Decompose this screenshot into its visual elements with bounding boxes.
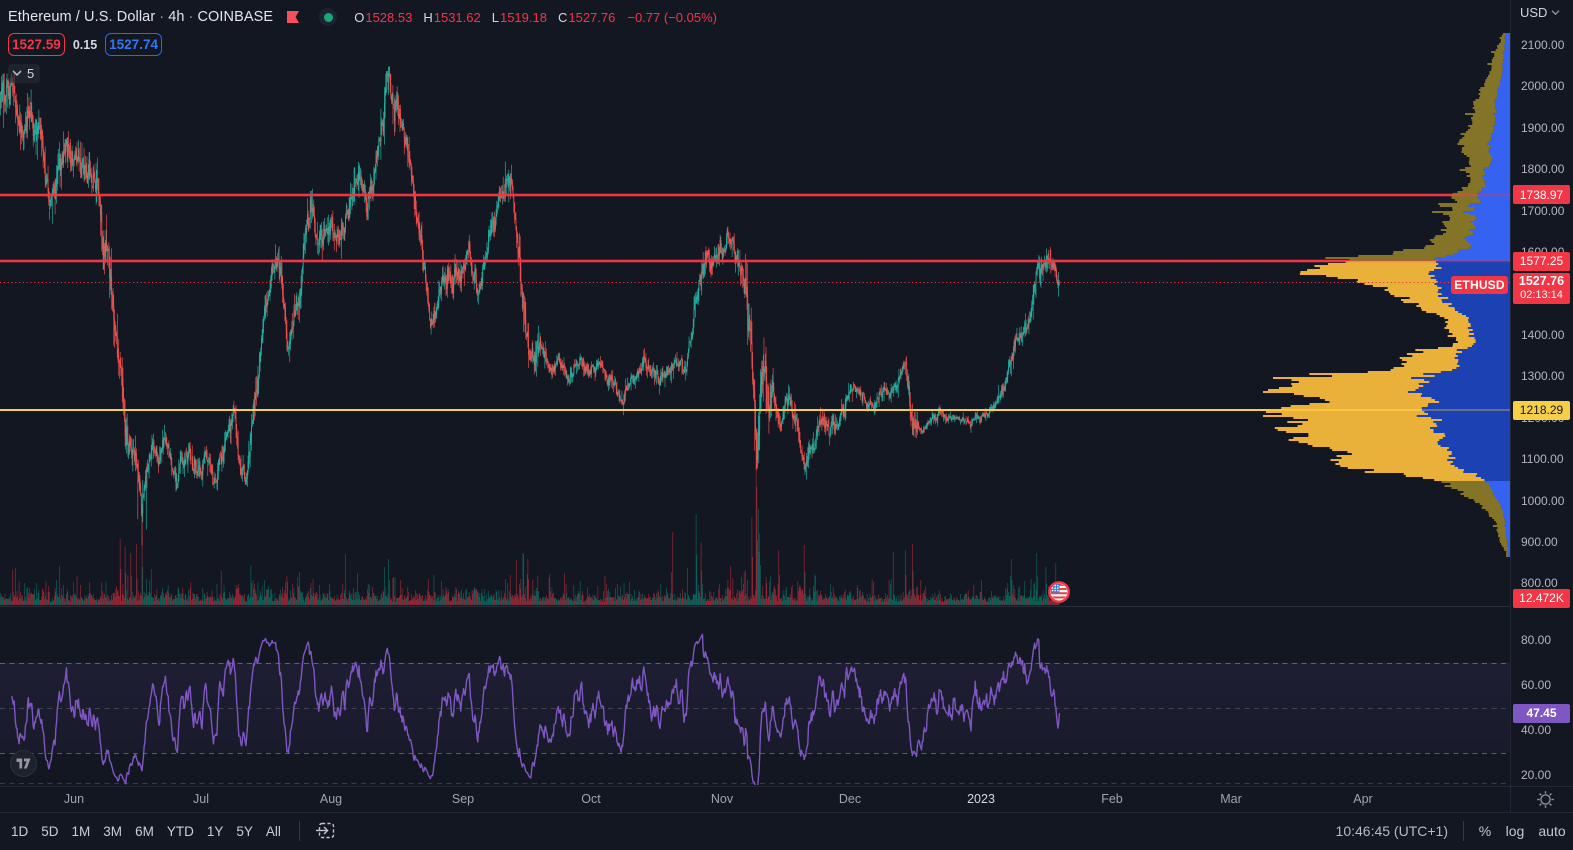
symbol-name[interactable]: Ethereum / U.S. Dollar	[8, 9, 156, 25]
price-tick-label: 2000.00	[1521, 79, 1565, 94]
go-to-date-button[interactable]	[314, 820, 338, 842]
ohlc-values: O1528.53 H1531.62 L1519.18 C1527.76 −0.7…	[354, 10, 717, 25]
price-tick-label: 1800.00	[1521, 162, 1565, 177]
separator-dot: ·	[159, 9, 165, 25]
price-line-badge: 1577.25	[1513, 251, 1570, 271]
time-axis-label: Mar	[1220, 792, 1242, 806]
time-axis-label: Aug	[319, 792, 343, 806]
range-button-1m[interactable]: 1M	[67, 821, 96, 842]
rsi-tick-label: 80.00	[1521, 633, 1552, 647]
range-button-5y[interactable]: 5Y	[231, 821, 258, 842]
range-button-5d[interactable]: 5D	[36, 821, 63, 842]
gear-icon	[1537, 791, 1554, 808]
range-button-1y[interactable]: 1Y	[202, 821, 229, 842]
volume-value-badge: 12.472K	[1513, 588, 1570, 608]
toolbar-divider	[1463, 821, 1464, 841]
range-button-all[interactable]: All	[261, 821, 286, 842]
spread-value: 0.15	[72, 37, 98, 52]
range-button-1d[interactable]: 1D	[6, 821, 33, 842]
time-axis-label: Oct	[581, 792, 601, 806]
flag-symbol-icon[interactable]	[286, 10, 300, 24]
price-tick-label: 1100.00	[1521, 452, 1564, 467]
range-button-ytd[interactable]: YTD	[162, 821, 199, 842]
calendar-arrow-icon	[316, 822, 335, 839]
last-price-badge: 1527.76 02:13:14	[1513, 272, 1570, 304]
legend-row-quotes: 1527.59 0.15 1527.74	[8, 33, 717, 56]
ohlc-open: O1528.53	[354, 10, 412, 25]
time-axis-label: Nov	[710, 792, 734, 806]
tv-logo-icon	[16, 758, 31, 769]
currency-selector[interactable]: USD	[1520, 5, 1560, 20]
tradingview-logo[interactable]	[10, 750, 37, 777]
price-tick-label: 2100.00	[1521, 38, 1565, 52]
us-flag-icon	[1048, 581, 1070, 603]
exchange-label[interactable]: COINBASE	[197, 9, 274, 25]
interval-label[interactable]: 4h	[168, 9, 185, 25]
chart-canvas[interactable]	[0, 0, 1510, 786]
time-scale[interactable]: Jun Jul Aug Sep Oct Nov Dec 2023 Feb Mar Apr	[0, 786, 1573, 813]
change-value: −0.77 (−0.05%)	[627, 9, 717, 25]
price-tick-label: 1400.00	[1521, 327, 1565, 342]
auto-scale-button[interactable]: auto	[1538, 823, 1566, 839]
price-tick-label: 1900.00	[1521, 120, 1565, 135]
range-button-3m[interactable]: 3M	[98, 821, 127, 842]
open-value: 1528.53	[365, 9, 413, 25]
rsi-value-badge: 47.45	[1513, 703, 1570, 723]
price-scale[interactable]: USD 2100.00 2000.00 1900.00 1800.00 1700.00 1…	[1510, 0, 1573, 786]
time-axis-label: 2023	[967, 792, 995, 806]
separator-dot: ·	[188, 9, 194, 25]
price-tick-label: 1000.00	[1521, 493, 1565, 508]
symbol-price-label: ETHUSD	[1451, 276, 1508, 294]
market-status-icon[interactable]	[319, 8, 338, 26]
time-axis-label: Dec	[838, 792, 862, 806]
price-line-badge: 1738.97	[1513, 185, 1570, 205]
rsi-tick-label: 60.00	[1521, 678, 1552, 692]
date-ranges: 1D 5D 1M 3M 6M YTD 1Y 5Y All	[0, 813, 287, 850]
time-axis-label: Feb	[1101, 792, 1123, 806]
price-tick-label: 1700.00	[1521, 203, 1565, 218]
ohlc-high: H1531.62	[423, 10, 480, 25]
flag-icon	[287, 11, 300, 23]
indicators-collapse-button[interactable]: 5	[8, 63, 41, 83]
range-button-6m[interactable]: 6M	[130, 821, 159, 842]
rsi-tick-label: 20.00	[1521, 768, 1552, 782]
axis-divider	[1510, 787, 1511, 812]
time-axis-label: Apr	[1353, 792, 1373, 806]
percent-scale-button[interactable]: %	[1478, 823, 1492, 839]
close-label: C	[557, 9, 568, 25]
low-label: L	[491, 9, 499, 25]
toolbar-divider	[299, 821, 300, 841]
time-axis-label: Jul	[193, 792, 209, 806]
us-economic-event-icon[interactable]	[1048, 581, 1070, 603]
price-tick-label: 1300.00	[1521, 369, 1565, 384]
open-label: O	[354, 9, 365, 25]
legend-row-indicators: 5	[8, 63, 717, 83]
close-value: 1527.76	[568, 9, 616, 25]
clock-label[interactable]: 10:46:45 (UTC+1)	[1335, 823, 1448, 839]
legend-row-title: Ethereum / U.S. Dollar · 4h · COINBASE O1528…	[8, 6, 717, 28]
high-label: H	[423, 9, 433, 25]
chart-legend: Ethereum / U.S. Dollar · 4h · COINBASE O1528…	[8, 6, 717, 83]
time-axis-label: Sep	[451, 792, 475, 806]
chevron-down-icon	[1551, 10, 1560, 15]
settings-gear-icon[interactable]	[1536, 790, 1555, 809]
currency-label: USD	[1520, 5, 1548, 20]
ohlc-close: C1527.76	[558, 10, 615, 25]
high-value: 1531.62	[433, 9, 481, 25]
log-scale-button[interactable]: log	[1505, 823, 1525, 839]
ohlc-low: L1519.18	[492, 10, 547, 25]
bottom-toolbar: 1D 5D 1M 3M 6M YTD 1Y 5Y All 10:46:45 (UTC+1) % …	[0, 813, 1573, 850]
symbol-title[interactable]: Ethereum / U.S. Dollar · 4h · COINBASE	[8, 9, 273, 25]
chevron-down-icon	[12, 70, 22, 76]
low-value: 1519.18	[499, 9, 547, 25]
price-tick-label: 800.00	[1521, 576, 1558, 591]
price-line-badge: 1218.29	[1513, 400, 1570, 420]
price-tick-label: 900.00	[1521, 534, 1558, 549]
rsi-tick-label: 40.00	[1521, 723, 1552, 737]
indicators-count: 5	[27, 65, 35, 81]
buy-button[interactable]: 1527.74	[105, 33, 162, 56]
time-axis-label: Jun	[63, 792, 85, 806]
sell-button[interactable]: 1527.59	[8, 33, 65, 56]
